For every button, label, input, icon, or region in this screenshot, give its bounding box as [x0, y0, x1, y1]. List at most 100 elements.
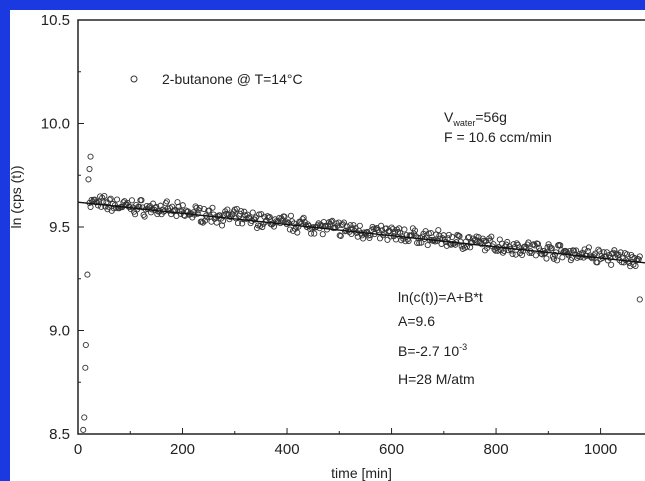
data-point: [287, 212, 294, 219]
data-point: [101, 192, 108, 200]
data-point: [259, 223, 266, 231]
data-point: [84, 271, 91, 278]
annotation-v-subscript: water: [452, 118, 475, 128]
data-point: [105, 203, 112, 210]
data-point: [445, 231, 452, 239]
data-point: [512, 251, 519, 258]
data-point: [466, 233, 473, 241]
y-axis-ticks: 8.5 9.0 9.5 10.0 10.5: [41, 12, 84, 443]
data-point: [444, 235, 451, 242]
y-axis-title: ln (cps (t)): [8, 166, 24, 229]
data-point: [107, 195, 114, 202]
data-point: [376, 235, 384, 242]
data-point: [286, 226, 293, 233]
data-point: [136, 203, 143, 210]
data-point: [435, 227, 442, 234]
data-point: [340, 219, 348, 226]
data-point: [138, 197, 145, 204]
data-point: [636, 296, 643, 303]
data-point: [573, 247, 580, 254]
data-point: [336, 232, 343, 239]
data-point: [179, 202, 186, 209]
data-point: [636, 253, 643, 260]
data-point: [350, 222, 357, 229]
linear-fit-line: [77, 201, 645, 264]
data-point: [594, 259, 601, 266]
data-point: [270, 223, 278, 230]
data-point: [234, 220, 241, 227]
data-point: [548, 245, 555, 252]
data-point: [356, 222, 363, 229]
annotation-water-volume: Vwater=56g: [444, 109, 507, 128]
annotation-b-main: B=-2.7 10: [398, 343, 459, 359]
data-point: [509, 250, 516, 258]
data-point: [456, 233, 463, 240]
data-point: [293, 223, 300, 230]
data-point: [443, 242, 450, 249]
x-axis-ticks: 0 200 400 600 800 1000: [74, 428, 617, 458]
legend-marker-open-circle: [130, 75, 138, 83]
data-point: [311, 230, 318, 237]
data-point: [204, 214, 211, 221]
data-point: [198, 218, 205, 225]
y-tick-label: 9.0: [49, 323, 70, 340]
data-point: [488, 233, 495, 240]
data-point: [229, 211, 236, 218]
data-point: [585, 244, 592, 251]
data-point: [163, 198, 170, 205]
data-point: [480, 237, 487, 244]
data-point: [418, 239, 425, 246]
data-point: [192, 203, 199, 210]
data-point: [300, 214, 307, 221]
annotation-flow-rate: F = 10.6 ccm/min: [444, 129, 552, 145]
data-point: [570, 247, 578, 254]
data-point: [241, 208, 248, 215]
annotation-b-exponent: -3: [459, 342, 467, 352]
data-point: [328, 218, 335, 225]
data-point: [238, 208, 245, 215]
data-point: [194, 210, 201, 217]
legend-label: 2-butanone @ T=14°C: [162, 71, 303, 87]
data-point: [401, 226, 408, 233]
annotation-fit-equation: ln(c(t))=A+B*t: [398, 289, 483, 305]
data-point: [106, 196, 113, 203]
x-tick-label: 800: [484, 441, 509, 458]
data-point: [337, 232, 344, 240]
data-point: [239, 220, 246, 227]
data-point: [424, 242, 431, 249]
data-point: [627, 263, 634, 270]
data-point: [624, 251, 631, 258]
data-point: [366, 234, 373, 242]
data-point: [100, 198, 107, 205]
data-point: [132, 211, 139, 218]
blue-frame-left-border: [0, 0, 10, 481]
data-point: [208, 218, 215, 225]
data-point: [530, 241, 537, 248]
data-point: [427, 229, 434, 237]
data-point: [535, 244, 543, 251]
data-points-layer: [80, 153, 643, 433]
data-point: [128, 197, 135, 204]
data-point: [319, 231, 326, 238]
data-point: [209, 204, 216, 211]
data-point: [256, 211, 263, 218]
data-point: [494, 247, 501, 254]
annotation-a-value: A=9.6: [398, 313, 435, 329]
data-point: [82, 341, 89, 349]
data-point: [141, 213, 148, 220]
data-point: [82, 364, 89, 371]
data-point: [449, 233, 456, 241]
x-tick-label: 1000: [584, 441, 617, 458]
data-point: [213, 219, 220, 226]
data-point: [309, 225, 316, 232]
data-point: [86, 165, 93, 173]
x-tick-label: 200: [170, 441, 195, 458]
x-tick-label: 400: [275, 441, 300, 458]
data-point: [543, 255, 550, 262]
data-point: [487, 237, 494, 244]
data-point: [474, 238, 481, 245]
y-tick-label: 9.5: [49, 219, 70, 236]
data-point: [329, 217, 336, 224]
data-point: [344, 223, 351, 230]
